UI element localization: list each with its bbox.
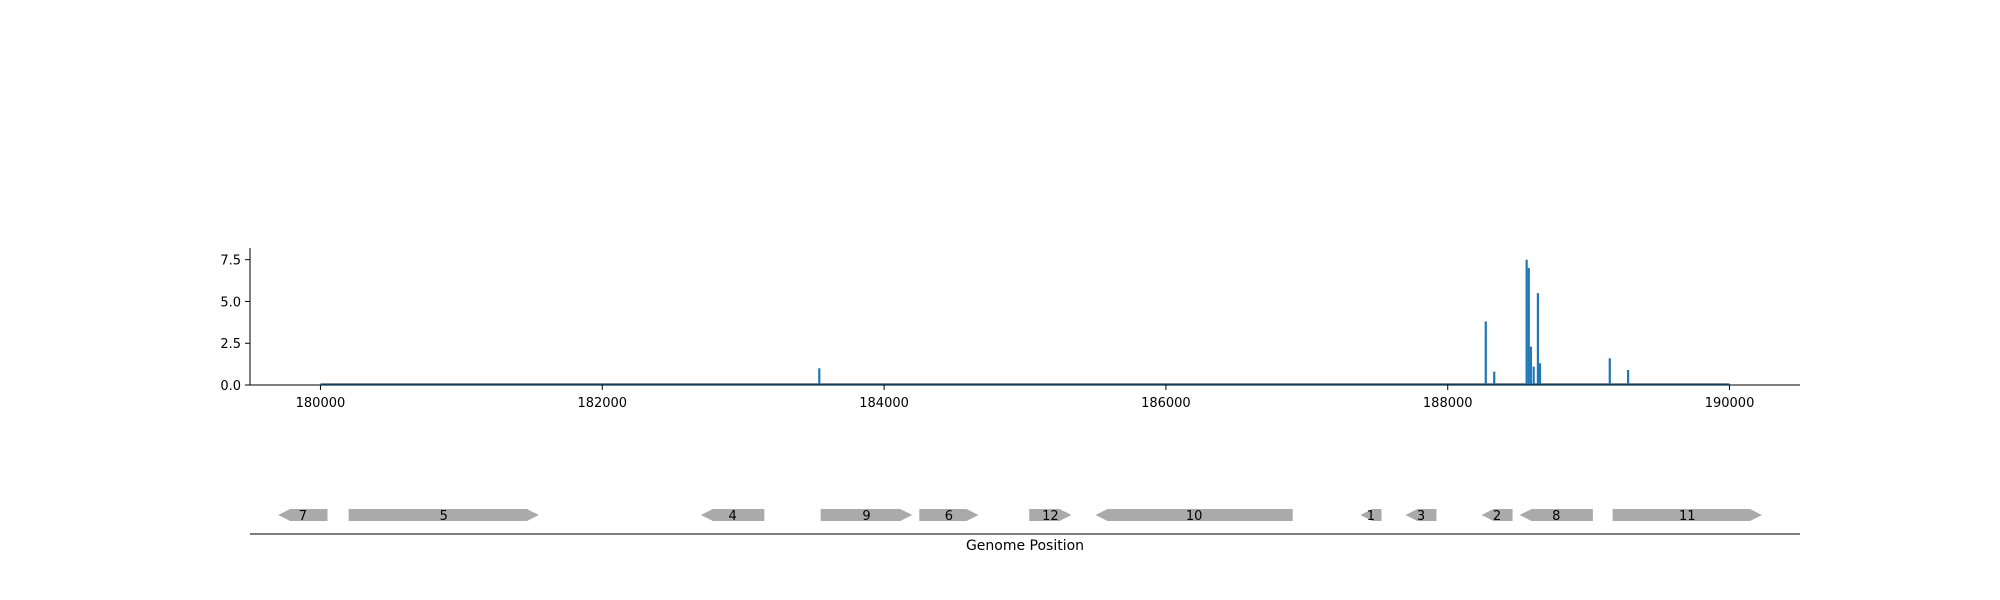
gene-label: 9 bbox=[862, 509, 870, 524]
gene-label: 6 bbox=[945, 509, 953, 524]
y-tick-label: 0.0 bbox=[220, 379, 241, 394]
gene-arrow bbox=[1360, 509, 1382, 521]
gene-arrows: 7 5 4 9 6 12 10 1 3 2 8 11 bbox=[278, 509, 1762, 524]
x-tick-label: 182000 bbox=[577, 396, 627, 411]
x-axis-title: Genome Position bbox=[966, 538, 1084, 554]
gene-label: 11 bbox=[1679, 509, 1696, 524]
x-tick-label: 190000 bbox=[1705, 396, 1755, 411]
gene-arrow bbox=[1095, 509, 1293, 521]
gene-label: 7 bbox=[299, 509, 307, 524]
gene-label: 8 bbox=[1552, 509, 1560, 524]
gene-arrow bbox=[1029, 509, 1072, 521]
gene-label: 12 bbox=[1042, 509, 1059, 524]
x-tick-label: 184000 bbox=[859, 396, 909, 411]
y-tick-label: 2.5 bbox=[220, 337, 241, 352]
gene-label: 3 bbox=[1417, 509, 1425, 524]
signal-panel: 0.0 2.5 5.0 7.5 180000 182000 184000 186000 188… bbox=[220, 248, 1800, 411]
gene-arrow bbox=[1612, 509, 1762, 521]
gene-track: 7 5 4 9 6 12 10 1 3 2 8 11 Genome Position bbox=[250, 509, 1800, 554]
gene-arrow bbox=[820, 509, 913, 521]
x-tick-label: 188000 bbox=[1423, 396, 1473, 411]
gene-arrow bbox=[1519, 509, 1593, 521]
y-tick-label: 7.5 bbox=[220, 254, 241, 269]
gene-arrow bbox=[1405, 509, 1437, 521]
gene-label: 1 bbox=[1367, 509, 1375, 524]
gene-label: 4 bbox=[728, 509, 736, 524]
gene-label: 5 bbox=[440, 509, 448, 524]
signal-bars bbox=[320, 259, 1730, 386]
gene-label: 10 bbox=[1186, 509, 1203, 524]
gene-arrow bbox=[348, 509, 539, 521]
x-ticks: 180000 182000 184000 186000 188000 190000 bbox=[296, 385, 1755, 411]
gene-arrow bbox=[278, 509, 328, 521]
y-tick-label: 5.0 bbox=[220, 295, 241, 310]
gene-label: 2 bbox=[1493, 509, 1501, 524]
gene-arrow bbox=[1481, 509, 1513, 521]
y-ticks: 0.0 2.5 5.0 7.5 bbox=[220, 254, 250, 394]
gene-arrow bbox=[700, 509, 765, 521]
x-tick-label: 186000 bbox=[1141, 396, 1191, 411]
gene-arrow bbox=[919, 509, 979, 521]
x-tick-label: 180000 bbox=[296, 396, 346, 411]
